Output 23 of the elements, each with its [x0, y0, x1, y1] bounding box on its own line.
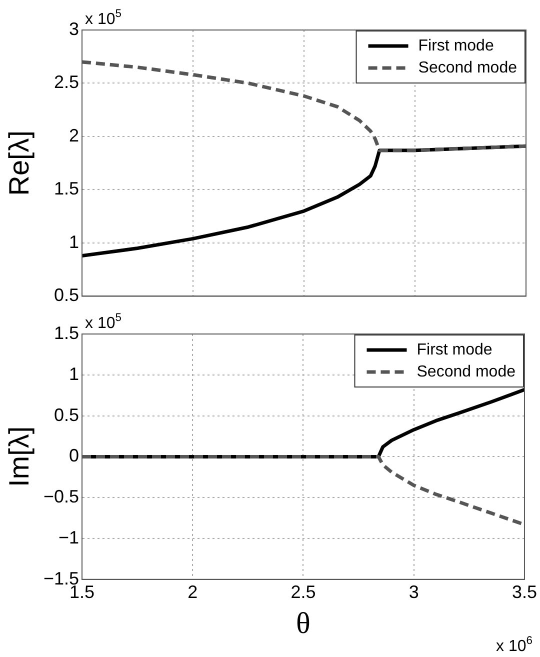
legend-label: Second mode: [418, 59, 518, 76]
x-tick-label: 3.5: [512, 582, 538, 602]
y-tick-label: 0.5: [54, 404, 79, 425]
y-tick-label: 1.5: [54, 178, 79, 199]
y-tick-label: 0: [68, 446, 79, 466]
x-tick-label: 3: [408, 582, 419, 602]
y-tick-label: 1: [68, 364, 79, 384]
y-tick-label: 1.5: [54, 322, 79, 343]
x-axis-title: θ: [296, 606, 310, 640]
y-tick-label: 3: [68, 18, 79, 39]
legend-label: First mode: [416, 341, 492, 358]
x-tick-label: 2.5: [290, 582, 316, 602]
y-tick-label: −1: [58, 527, 79, 548]
y-axis-title: Im[λ]: [4, 426, 35, 488]
y-tick-label: 0.5: [54, 285, 79, 306]
y-tick-label: 1: [68, 232, 79, 252]
y-tick-label: 2.5: [54, 72, 79, 92]
y-axis-title: Re[λ]: [4, 130, 35, 196]
y-tick-label: −0.5: [43, 486, 79, 507]
x-tick-label: 2: [188, 582, 198, 602]
legend-label: Second mode: [416, 363, 516, 380]
legend-label: First mode: [418, 37, 494, 54]
y-tick-label: 2: [68, 125, 79, 146]
